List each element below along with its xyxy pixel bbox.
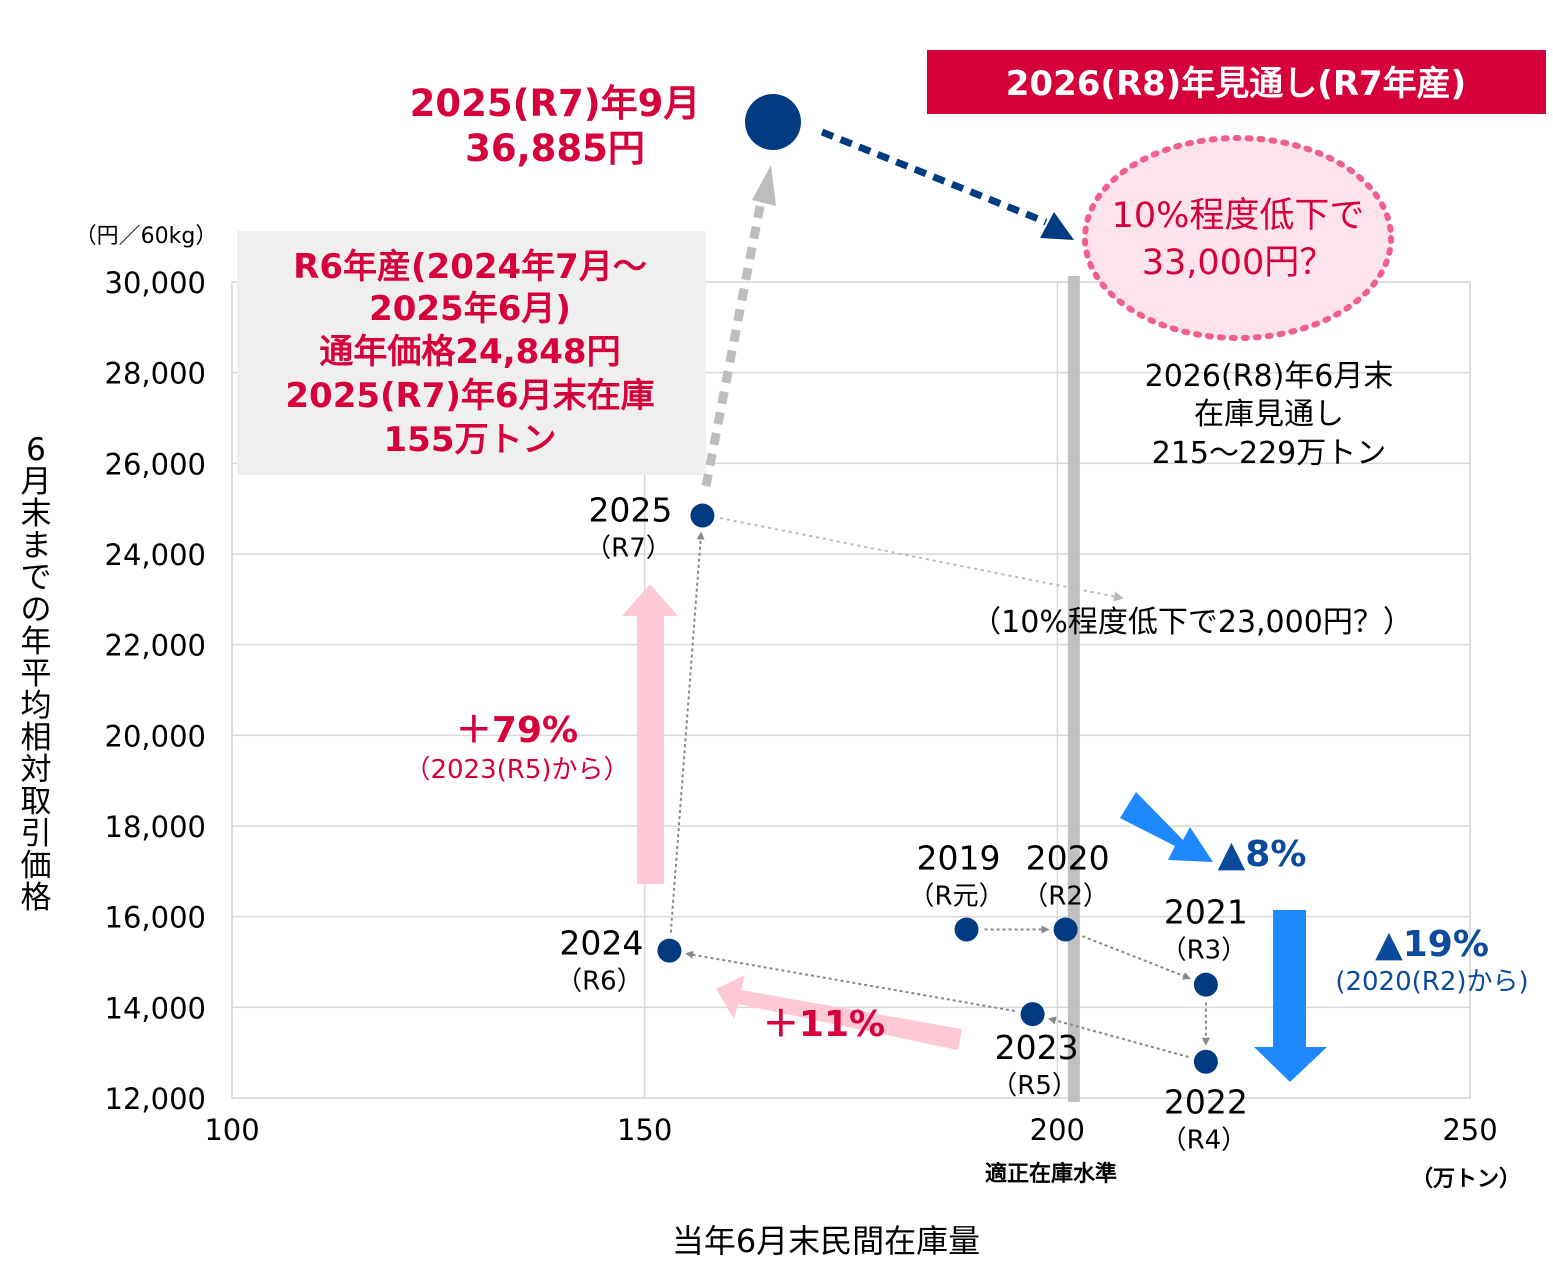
connector-2020-2021 [1081, 935, 1192, 980]
bubble-line-2: 33,000円？ [1142, 243, 1334, 283]
inventory-forecast-line-1: 2026(R8)年6月末 [1145, 359, 1394, 394]
y-axis-title: 6 月末までの年平均相対取引価格 [21, 432, 52, 916]
y-tick-label: 26,000 [105, 447, 206, 481]
point-era-label-2025: （R7） [585, 534, 672, 564]
x-tick-label: 250 [1442, 1113, 1497, 1147]
lower-forecast-label: （10%程度低下で23,000円？） [971, 605, 1413, 640]
connector-2023-2024 [685, 950, 1016, 1013]
point-2020 [1053, 917, 1078, 942]
y-axis-unit: （円／60kg） [75, 224, 218, 249]
x-axis-unit: （万トン） [1411, 1167, 1521, 1192]
y-tick-label: 22,000 [105, 629, 206, 663]
bubble-line-1: 10%程度低下で [1112, 196, 1365, 236]
trajectory-arrows [669, 531, 1210, 1058]
r6-line-3: 通年価格24,848円 [319, 332, 620, 372]
point-2025 [690, 503, 715, 528]
point-year-label-2019: 2019 [917, 839, 1001, 878]
y-tick-label: 24,000 [105, 538, 206, 572]
rise-dashed-arrow [701, 195, 767, 487]
drop-19-arrow [1254, 910, 1327, 1082]
y-tick-label: 12,000 [105, 1082, 206, 1116]
plot-frame [231, 281, 1471, 1099]
point-year-label-2024: 2024 [559, 924, 643, 963]
x-tick-label: 200 [1030, 1113, 1085, 1147]
y-tick-label: 20,000 [105, 719, 206, 753]
connector-2024-2025 [669, 531, 705, 933]
forecast-dashed-arrow [820, 128, 1048, 226]
point-labels: 2019 （R元） 2020 （R2） 2021 （R3） 2022 （R4） 2023 （R5）… [556, 491, 1248, 1156]
point-2023 [1020, 1002, 1045, 1027]
point-2024 [657, 938, 682, 963]
point-era-label-2023: （R5） [991, 1071, 1078, 1101]
outlook-title: 2026(R8)年見通し(R7年産) [1006, 64, 1466, 104]
drop-19-label: ▲19% [1375, 924, 1489, 965]
drop-8-arrow [1120, 792, 1213, 862]
highlight-point-2025-sep [745, 94, 801, 150]
point-year-label-2023: 2023 [995, 1028, 1079, 1067]
x-axis-tick-labels: 100 150 200 250 [204, 1113, 1497, 1147]
lower-forecast-arrow [719, 517, 1124, 602]
rise-dashed-arrowhead [752, 165, 776, 206]
rise-11-arrow [716, 975, 962, 1050]
highlight-label-price: 36,885円 [465, 127, 645, 170]
point-era-label-2022: （R4） [1161, 1126, 1248, 1156]
y-axis-tick-labels: 12,000 14,000 16,000 18,000 20,000 22,000 24,0… [105, 266, 206, 1116]
forecast-dashed-arrowhead [1040, 212, 1074, 240]
point-2021 [1193, 972, 1218, 997]
outlook-title-banner [927, 50, 1546, 114]
drop-8-label: ▲8% [1218, 834, 1307, 875]
point-year-label-2021: 2021 [1164, 893, 1248, 932]
y-tick-label: 28,000 [105, 357, 206, 391]
r6-annotation-box [237, 231, 706, 475]
rise-11-label: ＋11% [763, 1004, 885, 1045]
r6-line-2: 2025年6月) [369, 289, 571, 329]
y-tick-label: 18,000 [105, 810, 206, 844]
rise-79-label: ＋79% [456, 710, 578, 751]
point-2022 [1193, 1049, 1218, 1074]
x-tick-label: 150 [617, 1113, 672, 1147]
x-tick-label: 100 [204, 1113, 259, 1147]
drop-19-sublabel: (2020(R2)から) [1335, 967, 1528, 997]
inventory-forecast-line-3: 215～229万トン [1152, 436, 1387, 471]
y-tick-label: 14,000 [105, 991, 206, 1025]
point-era-label-2021: （R3） [1161, 936, 1248, 966]
forecast-bubble [1082, 135, 1394, 341]
reference-line-label: 適正在庫水準 [985, 1161, 1117, 1187]
point-year-label-2022: 2022 [1164, 1083, 1248, 1122]
rise-79-arrow [622, 584, 678, 884]
y-tick-label: 16,000 [105, 901, 206, 935]
x-axis-title: 当年6月末民間在庫量 [672, 1222, 980, 1260]
point-year-label-2020: 2020 [1026, 839, 1110, 878]
highlight-label-date: 2025(R7)年9月 [410, 82, 701, 125]
r6-line-5: 155万トン [384, 420, 557, 460]
point-2019 [954, 917, 979, 942]
y-tick-label: 30,000 [105, 266, 206, 300]
data-points [657, 503, 1218, 1074]
rise-79-sublabel: （2023(R5)から） [404, 755, 629, 785]
r6-line-1: R6年産(2024年7月～ [293, 247, 647, 287]
point-era-label-2020: （R2） [1022, 882, 1109, 912]
inventory-forecast-line-2: 在庫見通し [1194, 397, 1344, 432]
point-era-label-2024: （R6） [556, 967, 643, 997]
point-year-label-2025: 2025 [588, 491, 672, 530]
r6-line-4: 2025(R7)年6月末在庫 [285, 376, 654, 416]
point-era-label-2019: （R元） [909, 882, 1005, 912]
